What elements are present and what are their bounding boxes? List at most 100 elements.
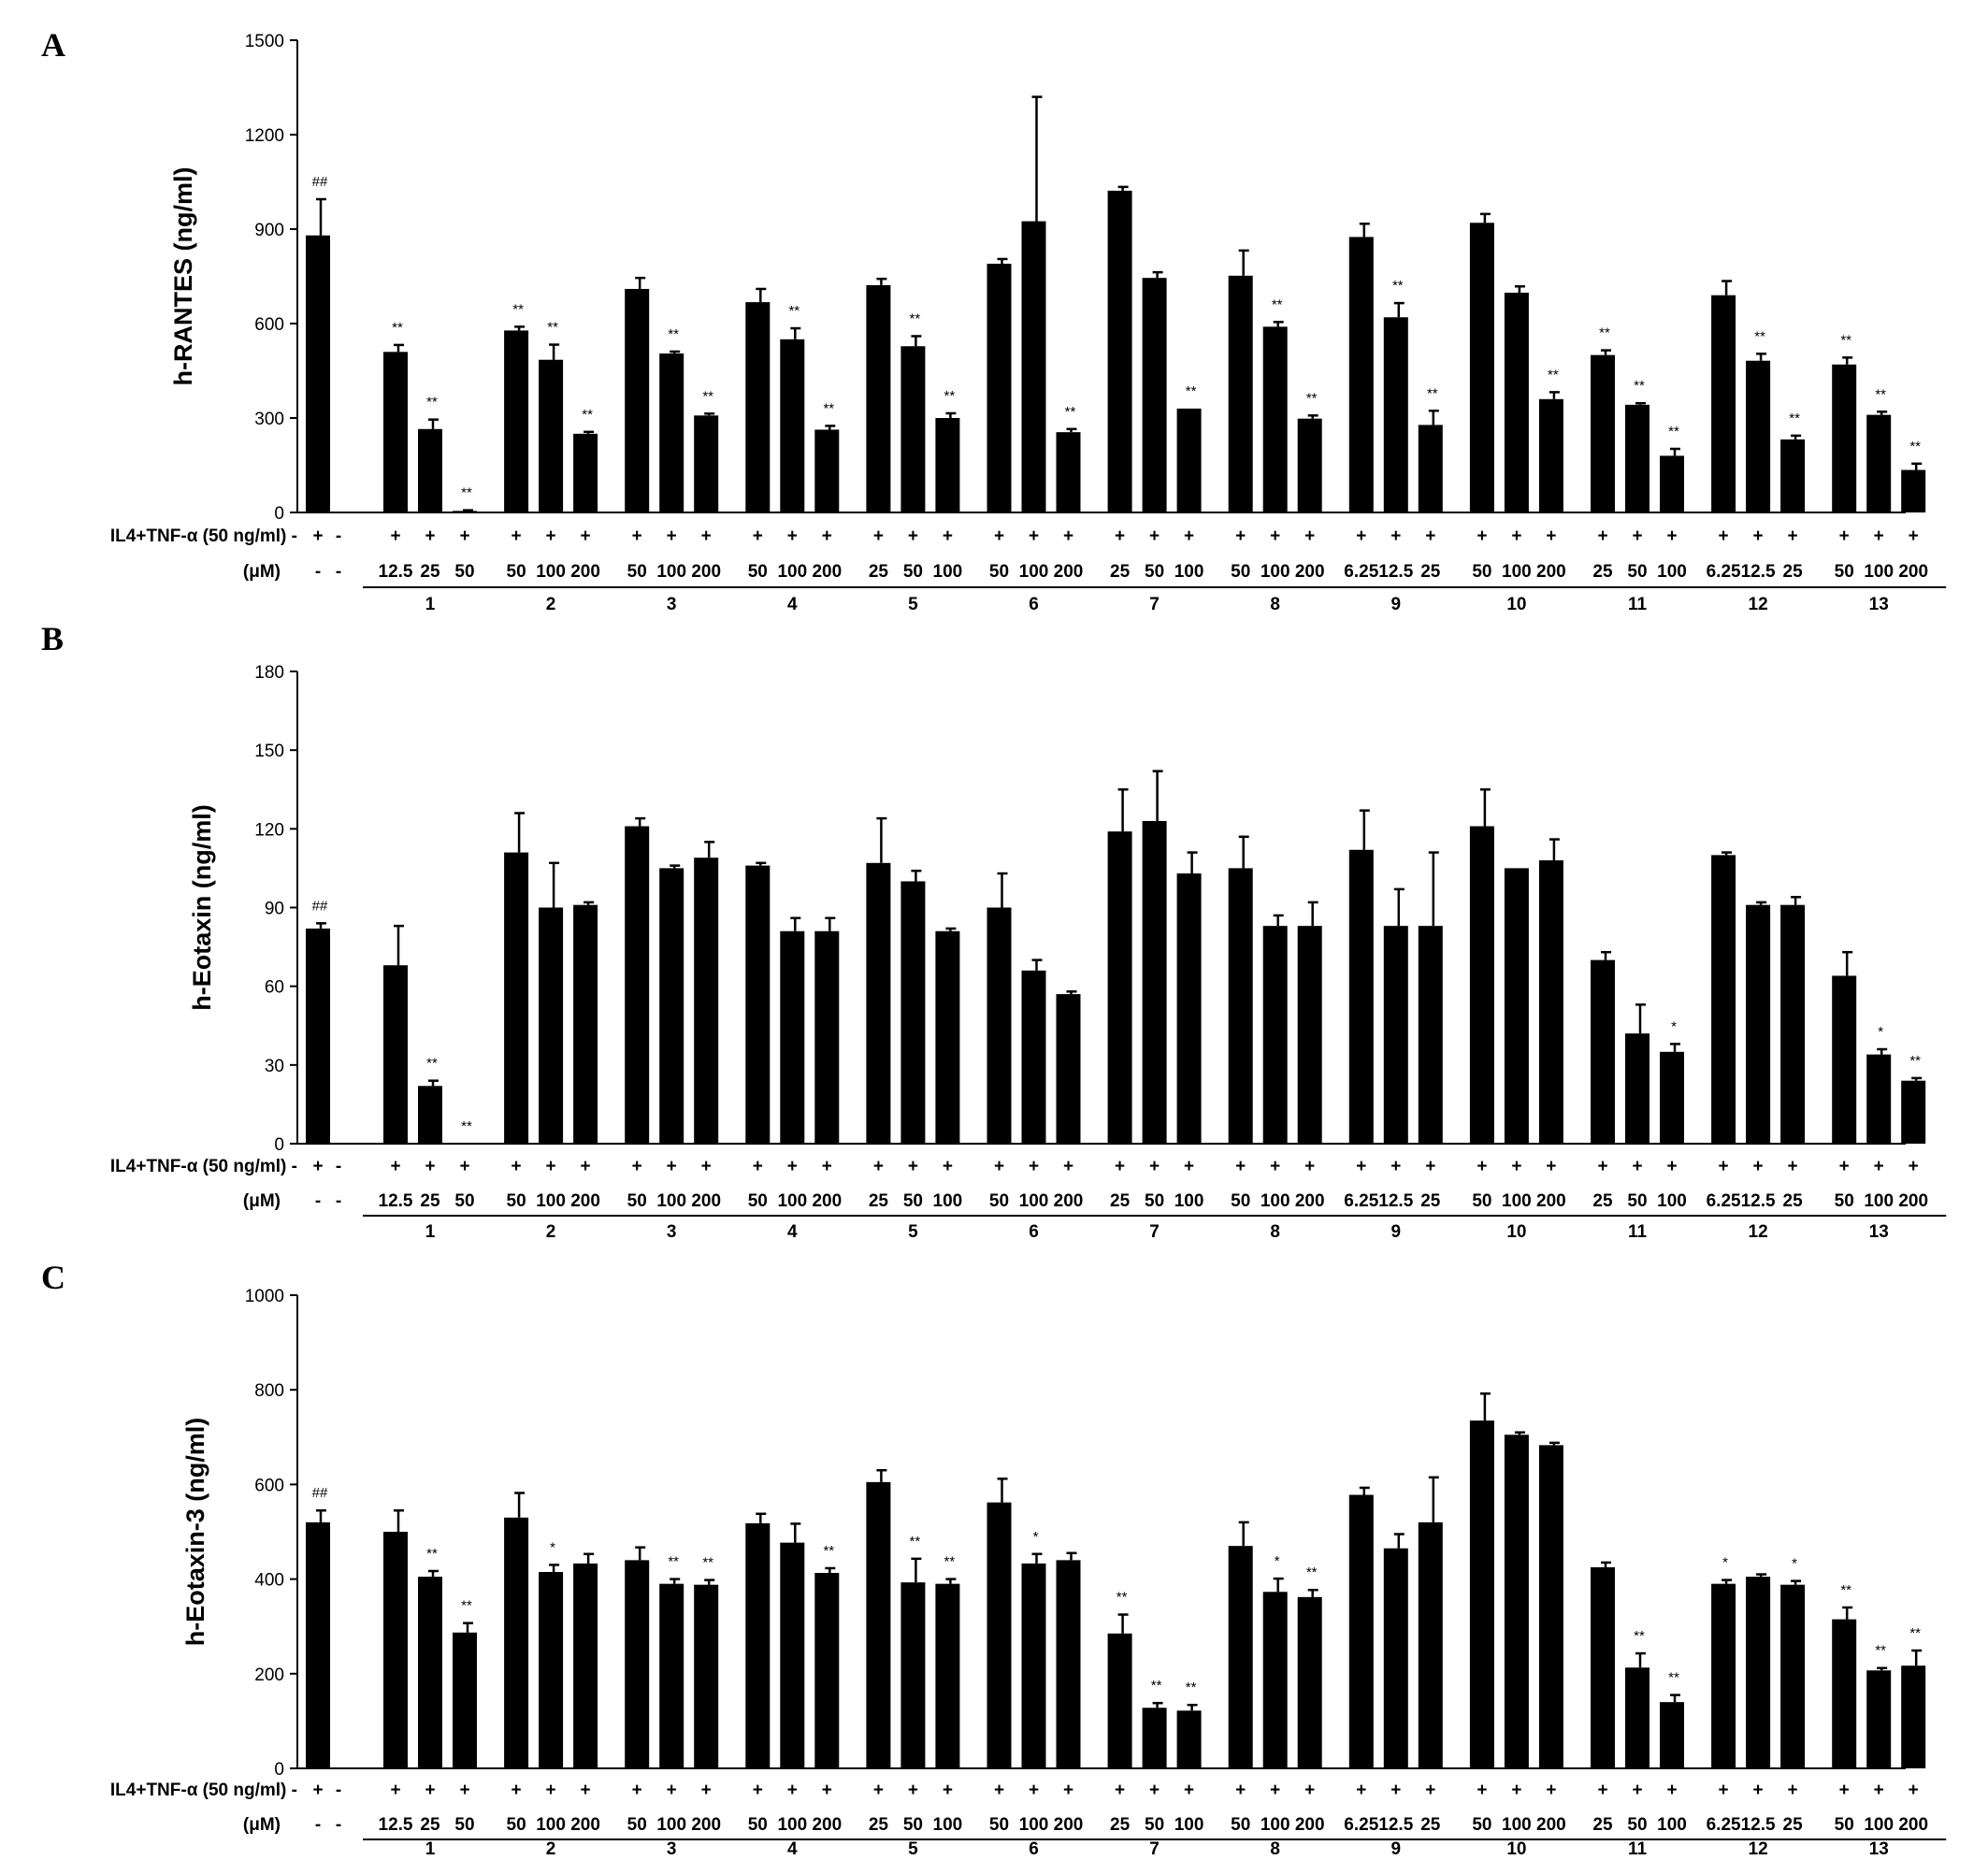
bar	[659, 1583, 684, 1768]
treatment-sign: -	[336, 1157, 341, 1176]
treatment-sign: +	[390, 526, 400, 546]
bar	[1262, 926, 1288, 1144]
y-tick-label: 800	[254, 1381, 284, 1401]
concentration-label: 100	[536, 1815, 566, 1835]
treatment-sign: +	[873, 526, 884, 546]
group-label: 2	[546, 1222, 556, 1242]
bar	[306, 928, 330, 1144]
concentration-label: 50	[1145, 1191, 1164, 1211]
concentration-row-label: (μM)	[243, 562, 281, 582]
treatment-sign: +	[425, 1157, 435, 1176]
y-tick-label: 90	[265, 900, 284, 919]
treatment-sign: +	[312, 526, 323, 546]
treatment-sign: +	[1115, 1781, 1125, 1800]
concentration-label: 200	[691, 1191, 721, 1211]
concentration-label: 25	[869, 562, 889, 582]
treatment-sign: +	[1184, 1157, 1194, 1176]
bar	[1021, 1563, 1046, 1768]
concentration-label: 25	[1110, 1191, 1131, 1211]
significance-mark: **	[461, 1118, 472, 1134]
group-label: 5	[908, 1222, 918, 1242]
y-tick-label: 900	[254, 221, 284, 240]
y-axis-label: h-Eotaxin-3 (ng/ml)	[181, 1418, 209, 1647]
treatment-sign: +	[546, 1781, 556, 1800]
group-label: 10	[1506, 595, 1526, 614]
treatment-sign: +	[1356, 526, 1366, 546]
concentration-label: 6.25	[1344, 1191, 1378, 1211]
treatment-sign: +	[994, 1781, 1004, 1800]
concentration-label: 6.25	[1344, 1815, 1378, 1835]
treatment-sign: +	[701, 526, 712, 546]
y-tick-label: 300	[254, 410, 284, 429]
significance-mark: **	[1634, 378, 1645, 394]
treatment-sign: +	[1304, 1157, 1315, 1176]
bar	[1711, 295, 1736, 512]
group-label: 7	[1149, 1839, 1160, 1859]
bar	[1228, 275, 1253, 512]
concentration-label: 6.25	[1344, 562, 1378, 582]
group-label: 3	[667, 595, 677, 614]
bar	[504, 1517, 529, 1768]
group-label: 6	[1029, 1839, 1039, 1859]
bar	[1418, 425, 1443, 512]
concentration-label: 50	[454, 1191, 474, 1211]
significance-mark: **	[582, 407, 593, 423]
significance-mark: **	[1668, 1670, 1679, 1686]
significance-mark: **	[426, 1546, 438, 1562]
bar	[1832, 364, 1857, 512]
treatment-sign: +	[1184, 526, 1194, 546]
bar	[539, 907, 564, 1144]
bar	[306, 235, 330, 512]
treatment-sign: +	[994, 526, 1004, 546]
bar	[694, 415, 719, 512]
treatment-sign: +	[1546, 1781, 1556, 1800]
concentration-label: 6.25	[1707, 562, 1741, 582]
bar	[1866, 1670, 1892, 1768]
bar	[383, 965, 408, 1144]
treatment-sign: +	[908, 526, 918, 546]
significance-mark: **	[1427, 385, 1438, 401]
concentration-label: 25	[1110, 562, 1131, 582]
bar	[1056, 1560, 1081, 1768]
y-tick-label: 400	[254, 1571, 284, 1591]
treatment-sign: +	[632, 1157, 642, 1176]
bar	[1107, 190, 1132, 512]
group-label: 13	[1869, 1839, 1889, 1859]
concentration-row-label: (μM)	[243, 1815, 281, 1835]
treatment-sign: +	[1029, 1157, 1039, 1176]
concentration-label: 12.5	[379, 1191, 413, 1211]
treatment-sign: -	[336, 526, 341, 546]
bar	[659, 353, 684, 512]
significance-mark: *	[1671, 1018, 1677, 1034]
treatment-sign: +	[511, 526, 522, 546]
bar	[935, 418, 960, 512]
bar	[866, 284, 891, 512]
treatment-sign: +	[1235, 1781, 1246, 1800]
treatment-sign: +	[1304, 1781, 1315, 1800]
treatment-sign: +	[667, 526, 677, 546]
bar	[1591, 1566, 1615, 1768]
treatment-sign: +	[1788, 1157, 1798, 1176]
concentration-label: 100	[536, 562, 566, 582]
bar	[935, 1583, 960, 1768]
concentration-label: 100	[777, 1815, 807, 1835]
concentration-label: 50	[748, 562, 768, 582]
concentration-label: 200	[1054, 1191, 1084, 1211]
concentration-label: 12.5	[1378, 1191, 1413, 1211]
significance-mark: **	[1186, 383, 1197, 399]
bar	[453, 1143, 477, 1144]
treatment-sign: +	[581, 1157, 591, 1176]
concentration-label: 200	[1536, 1191, 1566, 1211]
treatment-row-label: IL4+TNF-α (50 ng/ml) -	[110, 526, 297, 546]
treatment-sign: +	[787, 1781, 798, 1800]
bar	[418, 428, 442, 512]
bar	[1711, 1583, 1736, 1768]
significance-mark: **	[1186, 1680, 1197, 1695]
concentration-label: 100	[1864, 1191, 1894, 1211]
bar	[1901, 469, 1926, 512]
treatment-sign: +	[581, 1781, 591, 1800]
group-label: 7	[1149, 595, 1160, 614]
treatment-sign: +	[943, 526, 953, 546]
